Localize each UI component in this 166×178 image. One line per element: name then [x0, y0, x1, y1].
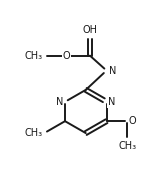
Text: O: O — [63, 51, 70, 61]
Text: CH₃: CH₃ — [25, 128, 43, 138]
Text: OH: OH — [82, 25, 97, 35]
Text: O: O — [129, 116, 136, 126]
Text: N: N — [108, 97, 115, 107]
Text: N: N — [109, 66, 116, 75]
Text: N: N — [56, 97, 64, 107]
Text: CH₃: CH₃ — [25, 51, 43, 61]
Text: CH₃: CH₃ — [118, 141, 136, 151]
